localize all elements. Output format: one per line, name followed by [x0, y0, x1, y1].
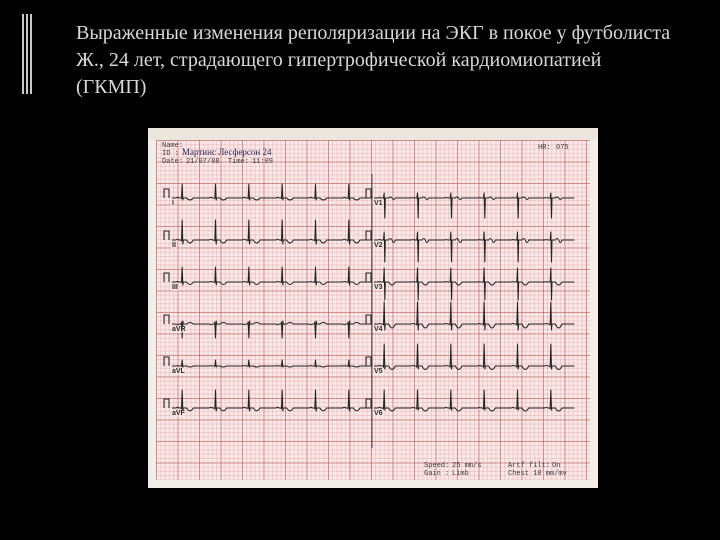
- ecg-artf-value: On: [552, 462, 560, 470]
- slide-title: Выраженные изменения реполяризации на ЭК…: [76, 20, 676, 101]
- lead-label-V6: V6: [373, 410, 384, 417]
- lead-label-V3: V3: [373, 284, 384, 291]
- lead-label-V1: V1: [373, 200, 384, 207]
- lead-label-V2: V2: [373, 242, 384, 249]
- ecg-speed-label: Speed:: [424, 462, 449, 470]
- lead-label-III: III: [171, 284, 179, 291]
- lead-label-aVF: aVF: [171, 410, 186, 417]
- lead-label-II: II: [171, 242, 177, 249]
- ecg-gain-label: Gain :: [424, 470, 449, 478]
- lead-label-I: I: [171, 200, 175, 207]
- ecg-gain-limb: Limb: [452, 470, 469, 478]
- ecg-printout: Name: ID : Мартинс Лесферсон 24 Date: 21…: [148, 128, 598, 488]
- ecg-traces: [156, 140, 590, 480]
- lead-label-aVL: aVL: [171, 368, 186, 375]
- lead-label-aVR: aVR: [171, 326, 187, 333]
- lead-label-V4: V4: [373, 326, 384, 333]
- lead-label-V5: V5: [373, 368, 384, 375]
- ecg-gain-chest: Chest 10 mm/mv: [508, 470, 567, 478]
- slide-side-bars: [22, 14, 32, 94]
- ecg-paper: Name: ID : Мартинс Лесферсон 24 Date: 21…: [156, 140, 590, 480]
- ecg-artf-label: Artf filt:: [508, 462, 550, 470]
- ecg-speed-value: 25 mm/s: [452, 462, 481, 470]
